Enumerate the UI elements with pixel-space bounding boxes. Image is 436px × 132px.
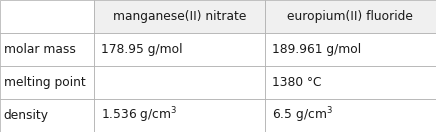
Bar bbox=[265, 0, 436, 33]
Text: density: density bbox=[4, 109, 49, 122]
Bar bbox=[265, 33, 436, 66]
Text: 178.95 g/mol: 178.95 g/mol bbox=[101, 43, 182, 56]
Text: molar mass: molar mass bbox=[4, 43, 75, 56]
Bar bbox=[0, 0, 94, 33]
Text: 6.5 g/cm$^3$: 6.5 g/cm$^3$ bbox=[272, 106, 332, 125]
Text: 189.961 g/mol: 189.961 g/mol bbox=[272, 43, 361, 56]
Text: manganese(II) nitrate: manganese(II) nitrate bbox=[112, 10, 246, 23]
Text: melting point: melting point bbox=[4, 76, 85, 89]
Bar bbox=[94, 0, 265, 33]
Bar bbox=[0, 66, 94, 99]
Bar bbox=[0, 33, 94, 66]
Bar bbox=[94, 66, 265, 99]
Bar bbox=[94, 99, 265, 132]
Bar bbox=[94, 33, 265, 66]
Bar bbox=[265, 99, 436, 132]
Text: 1380 °C: 1380 °C bbox=[272, 76, 321, 89]
Bar bbox=[0, 99, 94, 132]
Text: europium(II) fluoride: europium(II) fluoride bbox=[287, 10, 413, 23]
Text: 1.536 g/cm$^3$: 1.536 g/cm$^3$ bbox=[101, 106, 177, 125]
Bar bbox=[265, 66, 436, 99]
